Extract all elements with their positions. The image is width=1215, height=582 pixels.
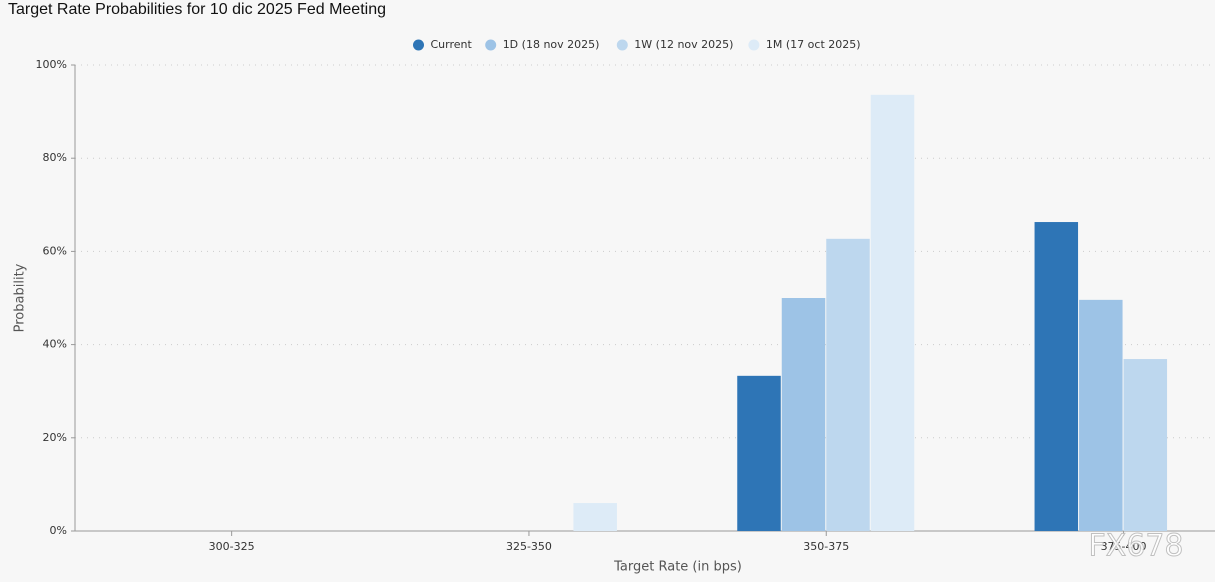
bar	[826, 238, 870, 531]
legend-marker	[485, 39, 497, 51]
x-axis-label: Target Rate (in bps)	[613, 560, 742, 575]
bar	[1034, 222, 1079, 532]
x-tick-label: 300-325	[209, 540, 255, 553]
legend-label: Current	[431, 38, 473, 51]
x-tick-label: 325-350	[506, 540, 552, 553]
bar	[870, 94, 915, 531]
legend-label: 1D (18 nov 2025)	[503, 38, 600, 51]
y-tick-label: 40%	[43, 338, 67, 351]
legend-marker	[748, 39, 760, 51]
watermark: FX678	[1088, 529, 1183, 564]
bar	[1079, 299, 1123, 531]
y-tick-label: 0%	[50, 524, 67, 537]
bar	[573, 503, 617, 531]
legend-marker	[616, 39, 628, 51]
bar	[781, 298, 826, 531]
y-tick-label: 100%	[36, 58, 67, 71]
y-tick-label: 80%	[43, 151, 67, 164]
y-tick-label: 20%	[43, 431, 67, 444]
chart-title: Target Rate Probabilities for 10 dic 202…	[8, 1, 386, 18]
legend-marker	[413, 39, 424, 51]
x-tick-label: 350-375	[803, 540, 849, 553]
legend-label: 1M (17 oct 2025)	[766, 38, 861, 51]
y-tick-label: 60%	[43, 244, 67, 257]
bar	[737, 375, 781, 531]
bar	[1123, 359, 1168, 531]
y-axis-label: Probability	[13, 263, 28, 332]
legend-label: 1W (12 nov 2025)	[634, 38, 733, 51]
x-tick-label: 375-400	[1101, 540, 1147, 553]
